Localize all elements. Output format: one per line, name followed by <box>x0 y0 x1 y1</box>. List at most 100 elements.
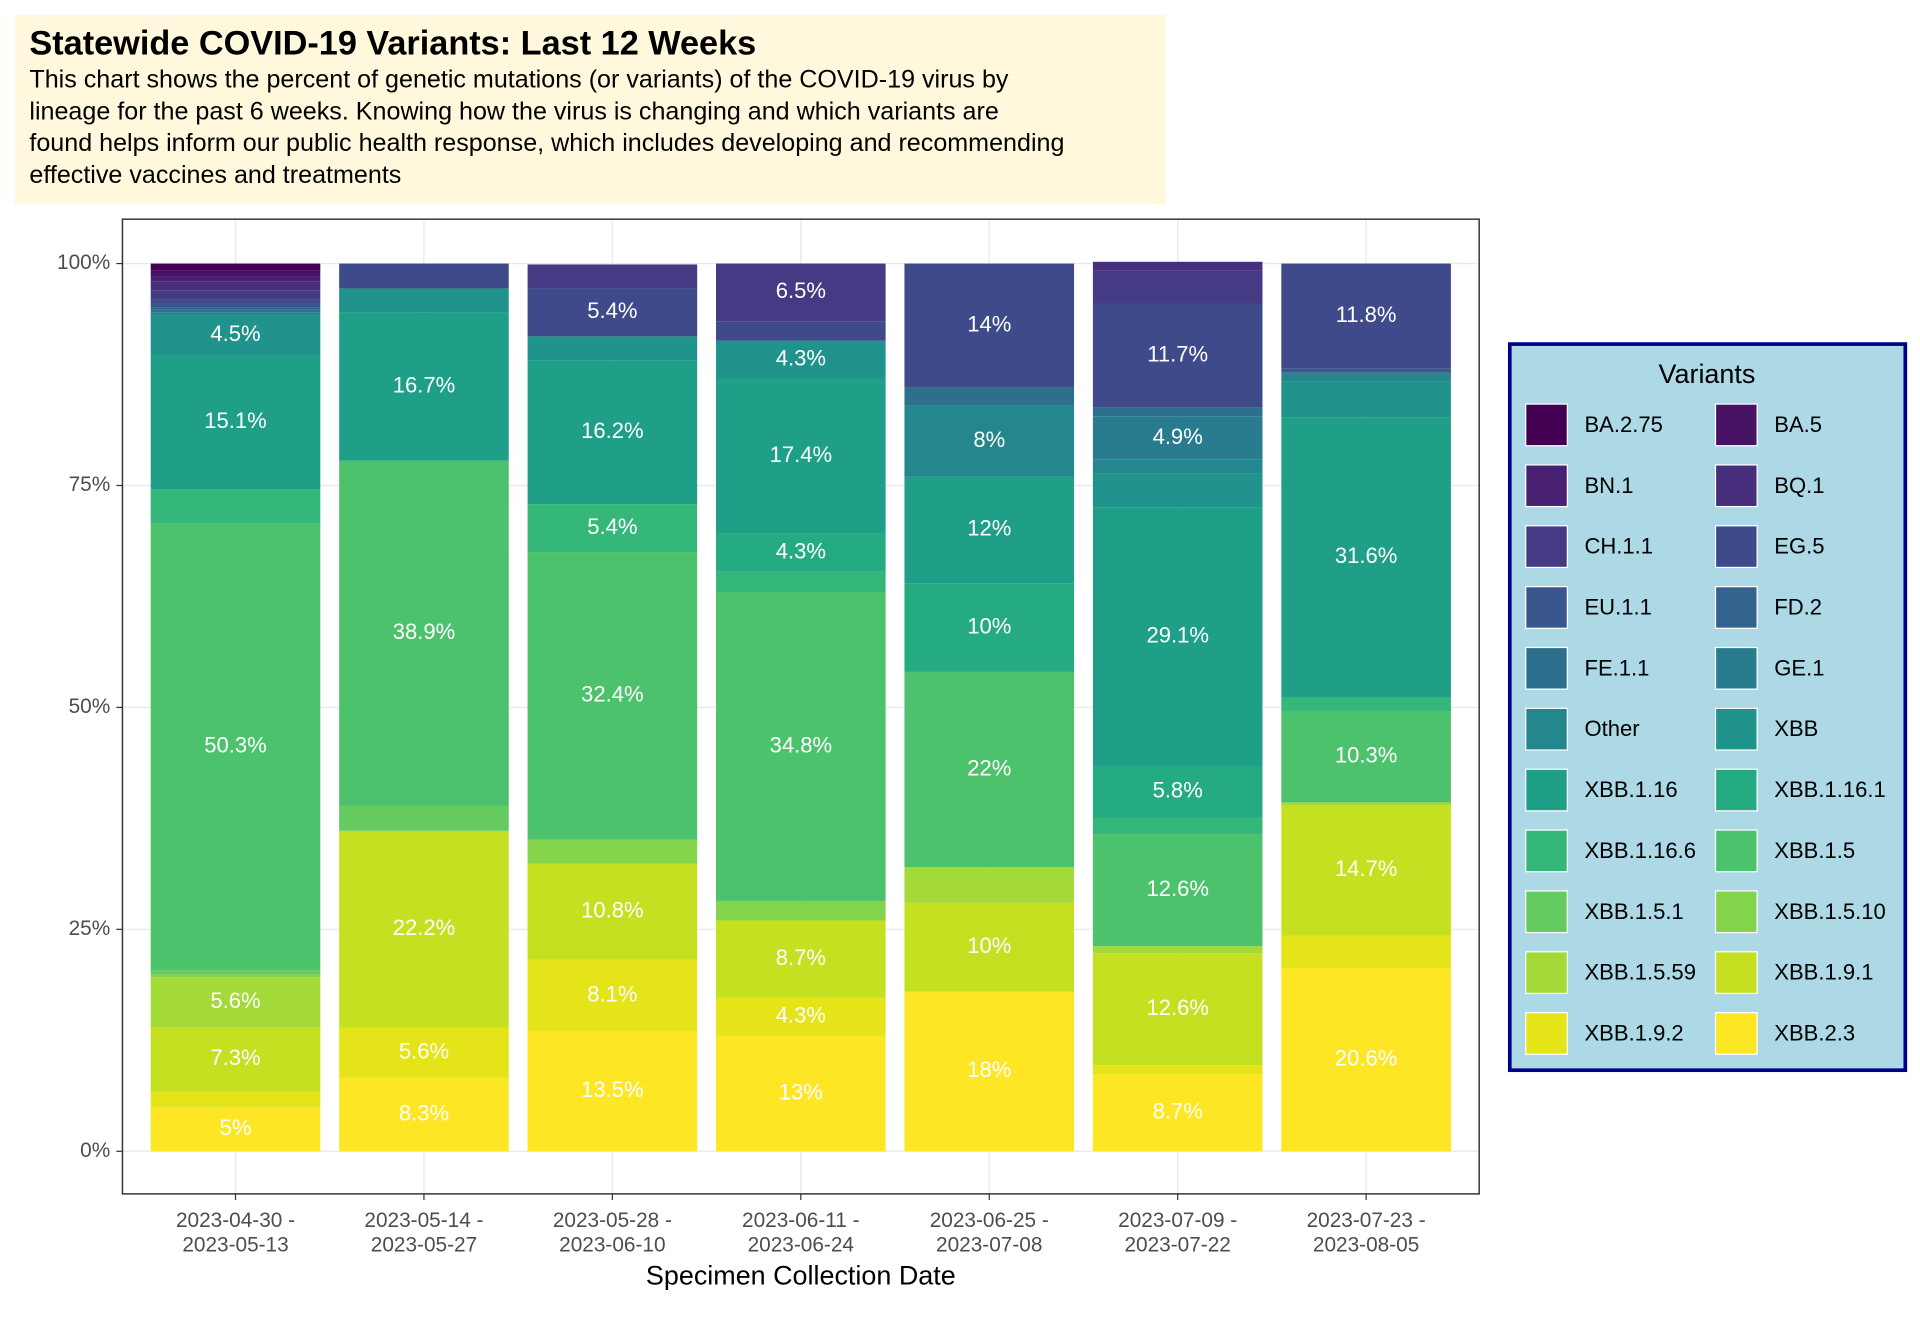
bar-segment <box>527 863 698 960</box>
data-label: 18% <box>967 1057 1011 1082</box>
bar-segment <box>904 405 1075 477</box>
bar-segment <box>716 321 886 341</box>
x-axis-title: Specimen Collection Date <box>646 1260 956 1290</box>
subtitle: lineage for the past 6 weeks. Knowing ho… <box>29 97 998 125</box>
legend-key <box>1714 890 1758 934</box>
legend-label: XBB <box>1774 716 1818 741</box>
legend-label: BA.2.75 <box>1584 412 1662 437</box>
data-label: 8.7% <box>1153 1098 1203 1123</box>
subtitle: effective vaccines and treatments <box>29 161 401 189</box>
bar-segment <box>527 839 698 864</box>
data-label: 8.3% <box>399 1100 449 1125</box>
bar-segment <box>904 902 1075 992</box>
bar-segment <box>1092 459 1263 474</box>
bar-segment <box>716 1035 886 1152</box>
legend-key <box>1525 829 1568 873</box>
bar-segment <box>1092 473 1263 508</box>
legend-label: XBB.1.9.1 <box>1774 960 1873 985</box>
bar-segment <box>1281 368 1451 373</box>
data-label: 5.6% <box>210 988 260 1013</box>
data-label: 10% <box>967 613 1011 638</box>
bar-segment <box>339 263 509 289</box>
bar-segment <box>150 290 321 300</box>
data-label: 5.6% <box>399 1039 449 1064</box>
bar-segment <box>339 288 509 313</box>
legend-key <box>1714 403 1758 447</box>
legend-label: XBB.1.5.59 <box>1584 960 1695 985</box>
data-label: 8.1% <box>587 981 637 1006</box>
bar-segment <box>1092 817 1263 835</box>
legend: BA.2.75 BA.5 BN.1 BQ.1 CH.1.1 EG.5 EU.1.1 FD.2 F… <box>1525 403 1886 1055</box>
bar-segment <box>150 270 321 277</box>
bar-segment <box>150 970 321 975</box>
data-label: 20.6% <box>1335 1046 1397 1071</box>
bar-segment <box>1092 953 1263 1066</box>
bar-segment <box>1092 261 1263 271</box>
x-tick-label: 2023-05-14 -2023-05-27 <box>364 1208 483 1255</box>
legend-label: BN.1 <box>1584 473 1633 498</box>
bar-segment <box>1281 372 1451 382</box>
bar-segment <box>527 288 698 337</box>
x-tick-label: 2023-07-23 -2023-08-05 <box>1307 1208 1426 1255</box>
data-label: 50.3% <box>204 733 266 758</box>
data-label: 5.8% <box>1153 778 1203 803</box>
x-tick-label: 2023-05-28 -2023-06-10 <box>553 1208 672 1255</box>
chart-title: Statewide COVID-19 Variants: Last 12 Wee… <box>29 24 756 62</box>
bar-segment <box>150 977 321 1027</box>
bar-segment <box>1092 1065 1263 1075</box>
bar-segment <box>1281 935 1451 969</box>
bars: 5% 7.3% 5.6% 50.3% 15.1% 4.5% 8.3% 5.6% 22.2% 38.… <box>150 261 1451 1152</box>
bar-segment <box>150 523 321 971</box>
legend-label: XBB.1.5.10 <box>1774 899 1885 924</box>
legend-key <box>1714 951 1758 995</box>
y-tick-label: 75% <box>69 473 111 496</box>
data-label: 12.6% <box>1146 876 1208 901</box>
bar-segment <box>150 1091 321 1107</box>
legend-key <box>1525 586 1568 629</box>
legend-key <box>1525 525 1568 569</box>
y-tick-label: 50% <box>69 695 111 718</box>
legend-key <box>1525 890 1568 934</box>
legend-key <box>1714 768 1758 812</box>
legend-label: FE.1.1 <box>1584 655 1649 680</box>
bar-segment <box>150 281 321 291</box>
data-label: 29.1% <box>1146 623 1208 648</box>
data-label: 31.6% <box>1335 543 1397 568</box>
bar-segment <box>339 312 509 461</box>
data-label: 4.9% <box>1153 424 1203 449</box>
data-label: 16.2% <box>581 418 643 443</box>
bar-segment <box>527 1031 698 1152</box>
legend-key <box>1714 707 1758 751</box>
data-label: 4.5% <box>210 321 260 346</box>
legend-label: GE.1 <box>1774 655 1824 680</box>
legend-label: Other <box>1584 716 1639 741</box>
bar-segment <box>1092 270 1263 304</box>
bar-segment <box>339 805 509 831</box>
bar-segment <box>716 340 886 379</box>
data-label: 7.3% <box>210 1045 260 1070</box>
legend-label: FD.2 <box>1774 595 1822 620</box>
data-label: 4.3% <box>776 346 826 371</box>
data-label: 10.8% <box>581 897 643 922</box>
bar-segment <box>904 476 1075 584</box>
data-label: 15.1% <box>204 408 266 433</box>
x-tick-label: 2023-06-25 -2023-07-08 <box>930 1208 1049 1255</box>
y-tick-label: 25% <box>69 917 111 940</box>
bar-segment <box>339 830 509 1028</box>
data-label: 5% <box>220 1115 252 1140</box>
legend-key <box>1525 403 1568 447</box>
bar-segment <box>1092 416 1263 460</box>
bar-segment <box>1092 766 1263 818</box>
legend-key <box>1714 525 1758 569</box>
legend-label: CH.1.1 <box>1584 534 1653 559</box>
bar-segment <box>1281 710 1451 803</box>
legend-title: Variants <box>1659 359 1756 389</box>
bar-segment <box>1092 407 1263 417</box>
bar-segment <box>1281 697 1451 711</box>
legend-key <box>1714 464 1758 508</box>
subtitle: This chart shows the percent of genetic … <box>29 65 1009 93</box>
subtitle: found helps inform our public health res… <box>29 129 1064 157</box>
legend-key <box>1525 646 1568 690</box>
